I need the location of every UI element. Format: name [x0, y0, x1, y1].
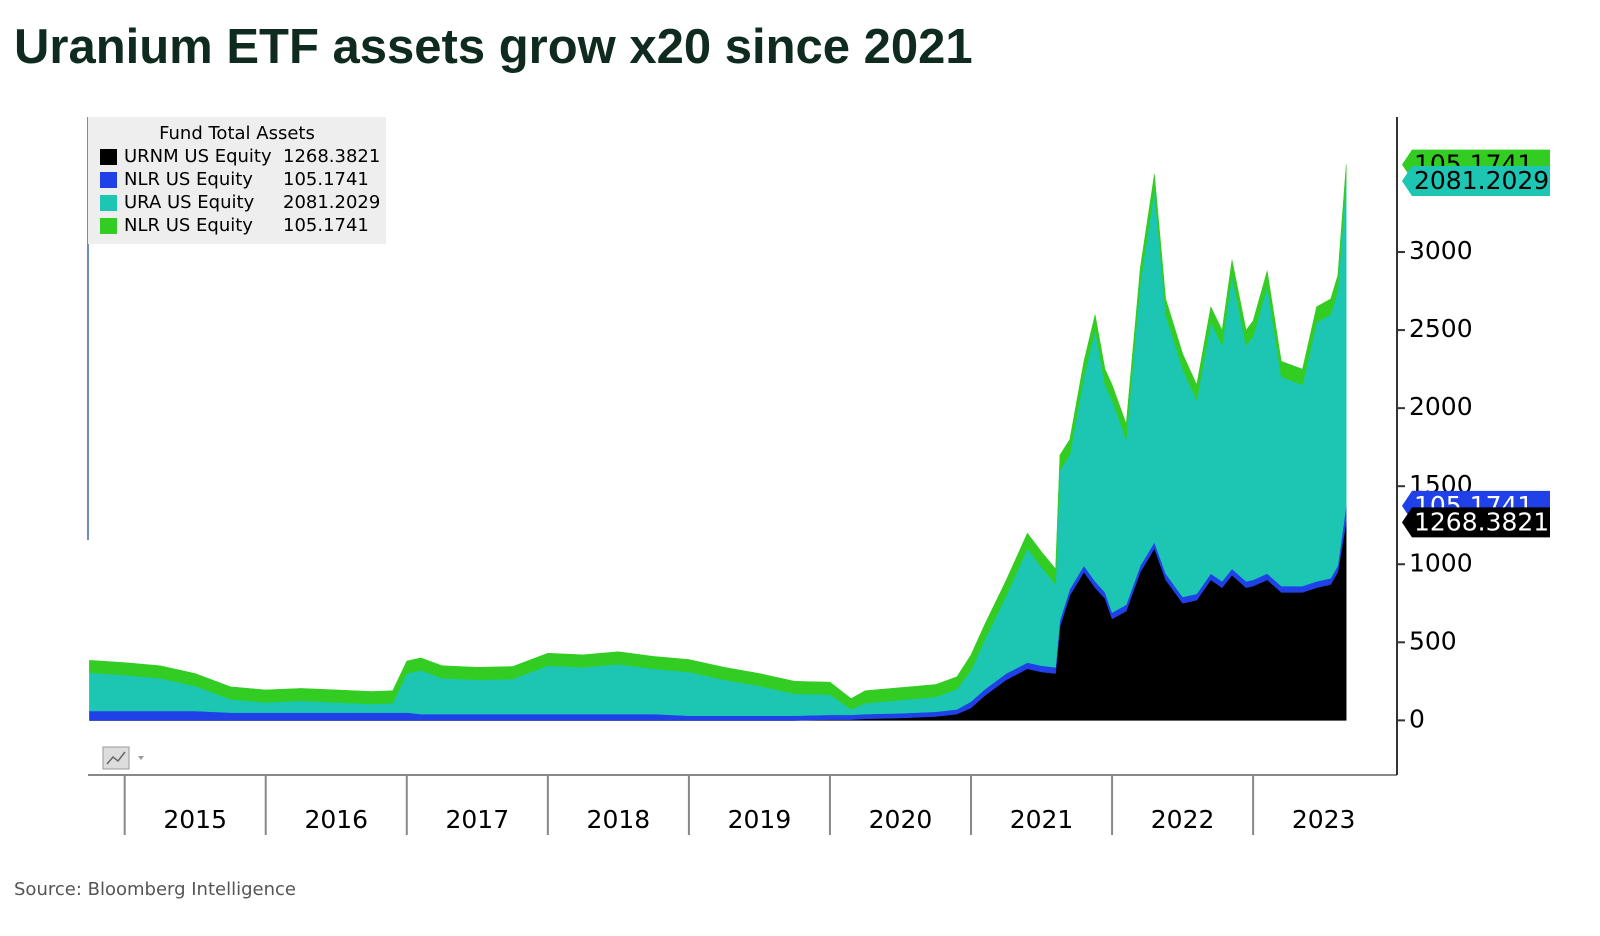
- plot-area: [89, 164, 1347, 721]
- x-tick-label: 2015: [163, 805, 227, 834]
- chart-icon: [102, 746, 144, 770]
- x-tick-label: 2020: [869, 805, 933, 834]
- legend-swatch: [100, 149, 117, 165]
- legend-swatch: [100, 172, 117, 188]
- legend-swatch: [100, 195, 117, 211]
- value-tag: [1402, 166, 1550, 197]
- legend-value: 105.1741: [283, 169, 369, 190]
- legend-swatch: [100, 218, 117, 234]
- x-tick-label: 2017: [446, 805, 510, 834]
- legend-label: URA US Equity: [124, 192, 255, 213]
- legend-value: 2081.2029: [283, 192, 380, 213]
- source-note: Source: Bloomberg Intelligence: [14, 879, 296, 900]
- area: [89, 164, 1347, 710]
- value-tag-label: 1268.3821: [1414, 507, 1549, 536]
- y-tick-label: 2500: [1409, 314, 1473, 343]
- chart-title: Uranium ETF assets grow x20 since 2021: [14, 20, 973, 74]
- x-tick-label: 2022: [1151, 805, 1215, 834]
- x-tick-label: 2016: [304, 805, 368, 834]
- legend-box: [88, 117, 386, 244]
- legend-title: Fund Total Assets: [159, 123, 315, 144]
- value-tag: [1402, 507, 1550, 538]
- y-tick-label: 0: [1409, 704, 1425, 733]
- y-tick-label: 500: [1409, 626, 1457, 655]
- y-tick-label: 1000: [1409, 548, 1473, 577]
- legend-value: 105.1741: [283, 215, 369, 236]
- y-tick-label: 2000: [1409, 392, 1473, 421]
- x-tick-label: 2023: [1292, 805, 1356, 834]
- legend-label: NLR US Equity: [124, 169, 253, 190]
- x-tick-label: 2018: [587, 805, 651, 834]
- legend-label: NLR US Equity: [124, 215, 253, 236]
- value-tag-label: 2081.2029: [1414, 166, 1549, 195]
- legend-label: URNM US Equity: [124, 146, 272, 167]
- legend-value: 1268.3821: [283, 146, 380, 167]
- x-tick-label: 2019: [728, 805, 792, 834]
- y-tick-label: 3000: [1409, 236, 1473, 265]
- x-tick-label: 2021: [1010, 805, 1074, 834]
